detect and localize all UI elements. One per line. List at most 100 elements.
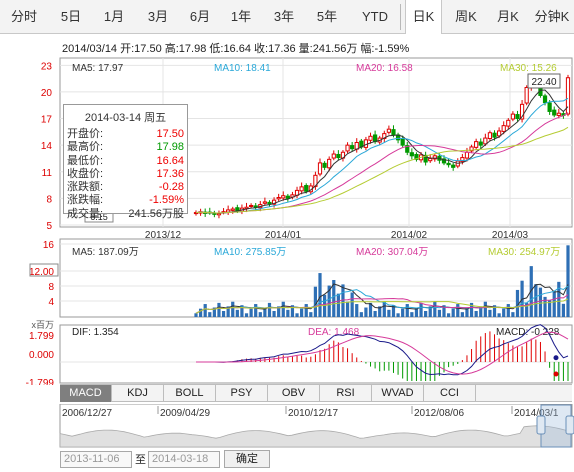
volume-bar bbox=[460, 312, 464, 317]
tab-9[interactable]: 日K bbox=[405, 0, 442, 34]
candle-body bbox=[428, 157, 433, 162]
tab-7[interactable]: 5年 bbox=[316, 9, 338, 24]
candle-body bbox=[441, 158, 447, 164]
overview-navigator[interactable]: 2006/12/27 2009/04/29 2010/12/17 2012/08/06… bbox=[0, 404, 574, 448]
price-y-tick: 5 bbox=[46, 221, 52, 232]
tooltip-row: 成交量: 241.56万股 bbox=[67, 208, 184, 221]
tooltip-label: 收盘价: bbox=[67, 167, 104, 180]
tab-2[interactable]: 1月 bbox=[103, 9, 125, 24]
ma30-line bbox=[195, 126, 569, 214]
indicator-tab-psy[interactable]: PSY bbox=[216, 385, 268, 402]
macd-marker bbox=[553, 371, 559, 377]
candle-body bbox=[547, 102, 552, 112]
volume-bar bbox=[502, 308, 506, 317]
volume-bar bbox=[364, 307, 368, 317]
volume-bar bbox=[446, 313, 451, 317]
tab-6[interactable]: 3年 bbox=[273, 9, 295, 24]
volume-bar bbox=[479, 306, 483, 317]
volume-bar bbox=[263, 307, 267, 317]
volume-bar bbox=[387, 309, 391, 317]
tab-5[interactable]: 1年 bbox=[230, 9, 252, 24]
candle-body bbox=[216, 212, 222, 216]
volume-bar bbox=[300, 308, 304, 317]
volume-y-tick: 16 bbox=[43, 240, 55, 251]
ma5-line bbox=[195, 89, 569, 214]
vol-ma20-legend: MA20: 307.04万 bbox=[356, 247, 428, 258]
indicator-tab-wvad[interactable]: WVAD bbox=[372, 385, 424, 402]
volume-y-tick: 8 bbox=[48, 282, 54, 293]
price-y-tick: 8 bbox=[46, 194, 52, 205]
tooltip-label: 最低价: bbox=[67, 154, 104, 167]
volume-bar bbox=[419, 302, 423, 317]
candle-body bbox=[368, 135, 373, 141]
volume-bar bbox=[286, 309, 290, 317]
dif-marker bbox=[553, 355, 559, 361]
indicator-tab-rsi[interactable]: RSI bbox=[320, 385, 372, 402]
volume-bar bbox=[198, 308, 203, 317]
volume-bar bbox=[231, 301, 235, 317]
dif-line bbox=[196, 324, 569, 376]
end-date-input[interactable] bbox=[148, 450, 220, 468]
volume-bar bbox=[244, 313, 249, 317]
indicator-tab-obv[interactable]: OBV bbox=[268, 385, 320, 402]
ma20-legend: MA20: 16.58 bbox=[356, 63, 413, 74]
indicator-tab-macd[interactable]: MACD bbox=[60, 385, 112, 402]
price-y-tick: 17 bbox=[41, 115, 53, 126]
macd-y-tick: 1.799 bbox=[29, 331, 54, 342]
candle-body bbox=[249, 204, 254, 207]
price-x-tick: 2014/03 bbox=[492, 230, 529, 241]
candle-body bbox=[285, 195, 290, 199]
volume-bar bbox=[355, 304, 359, 317]
overview-date-label: 2010/12/17 bbox=[288, 408, 338, 419]
volume-bar bbox=[258, 312, 262, 317]
price-x-tick: 2014/01 bbox=[265, 230, 302, 241]
volume-bar bbox=[433, 301, 437, 317]
tab-8[interactable]: YTD bbox=[362, 9, 388, 24]
tooltip-value: 16.64 bbox=[156, 154, 184, 167]
tooltip-value: 17.36 bbox=[156, 167, 184, 180]
indicator-tab-bar: MACD KDJ BOLL PSY OBV RSI WVAD CCI bbox=[60, 384, 572, 402]
tab-0[interactable]: 分时 bbox=[10, 9, 37, 24]
tab-11[interactable]: 月K bbox=[497, 9, 519, 24]
macd-panel-frame bbox=[59, 324, 573, 384]
volume-bar bbox=[373, 310, 377, 317]
price-x-tick: 2014/02 bbox=[391, 230, 428, 241]
start-date-input[interactable] bbox=[60, 450, 132, 468]
date-range-row: 至 确定 bbox=[60, 450, 270, 468]
volume-y-tick: x百万 bbox=[31, 320, 54, 330]
tab-4[interactable]: 6月 bbox=[189, 9, 211, 24]
volume-bar bbox=[391, 305, 396, 317]
volume-bar bbox=[557, 281, 561, 317]
tab-10[interactable]: 周K bbox=[455, 9, 477, 24]
dea-line bbox=[196, 331, 569, 375]
candle-body bbox=[451, 164, 456, 168]
tab-12[interactable]: 分钟K bbox=[534, 9, 570, 24]
overview-date-label: 2009/04/29 bbox=[160, 408, 210, 419]
max-price-label: 22.40 bbox=[527, 73, 561, 89]
candle-body bbox=[469, 146, 474, 152]
volume-bar bbox=[277, 306, 281, 317]
volume-bar bbox=[345, 301, 350, 317]
volume-bar bbox=[543, 296, 547, 317]
candle-body bbox=[519, 103, 525, 120]
volume-bar bbox=[538, 287, 543, 317]
macd-legend: MACD: -0.228 bbox=[496, 327, 560, 338]
tab-3[interactable]: 3月 bbox=[147, 9, 169, 24]
ma10-legend: MA10: 18.41 bbox=[214, 63, 271, 74]
candle-body bbox=[565, 77, 571, 115]
candle-body bbox=[267, 201, 272, 205]
volume-bar bbox=[212, 307, 216, 317]
indicator-tab-cci[interactable]: CCI bbox=[424, 385, 476, 402]
volume-bar bbox=[359, 312, 363, 317]
candle-body bbox=[322, 162, 327, 168]
macd-y-tick: 0.000 bbox=[29, 350, 54, 361]
volume-bar bbox=[456, 304, 460, 317]
tab-1[interactable]: 5日 bbox=[60, 9, 82, 24]
volume-bar bbox=[290, 305, 295, 317]
stock-chart[interactable]: 23 20 17 14 11 8 5 2013/12 2014/01 2014/02 2014/03… bbox=[0, 55, 574, 385]
volume-bar bbox=[483, 301, 487, 317]
confirm-button[interactable]: 确定 bbox=[224, 450, 270, 468]
indicator-tab-kdj[interactable]: KDJ bbox=[112, 385, 164, 402]
ma10-line bbox=[195, 97, 569, 214]
indicator-tab-boll[interactable]: BOLL bbox=[164, 385, 216, 402]
